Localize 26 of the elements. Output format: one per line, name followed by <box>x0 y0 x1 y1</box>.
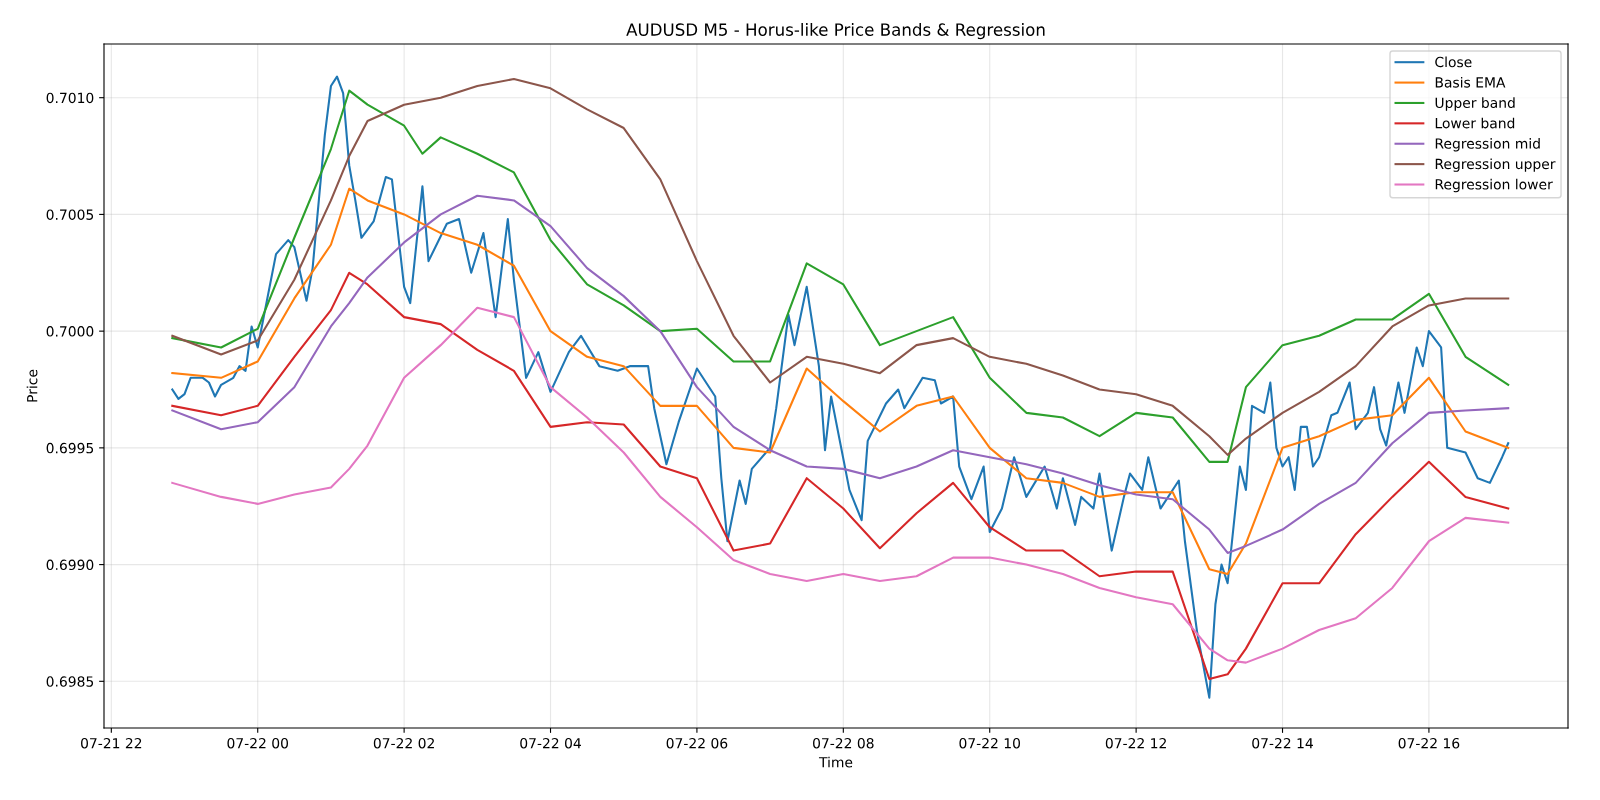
x-tick-label: 07-21 22 <box>81 737 142 749</box>
y-tick-label: 0.6995 <box>46 442 94 454</box>
x-tick-label: 07-22 04 <box>520 737 581 749</box>
x-tick-label: 07-22 00 <box>227 737 289 749</box>
y-tick-label: 0.6985 <box>46 676 94 687</box>
y-tick-label: 0.7000 <box>46 326 94 337</box>
legend-label: Regression lower <box>1435 178 1553 193</box>
y-tick-label: 0.7010 <box>46 92 94 104</box>
x-tick-label: 07-22 06 <box>666 737 728 749</box>
y-tick-label: 0.7005 <box>46 209 94 220</box>
x-tick-label: 07-22 02 <box>373 737 434 749</box>
legend-label: Lower band <box>1435 117 1515 129</box>
x-tick-label: 07-22 08 <box>813 737 874 749</box>
x-tick-label: 07-22 10 <box>959 737 1021 749</box>
y-axis-title: Price <box>26 369 38 402</box>
chart-title: AUDUSD M5 - Horus-like Price Bands & Regression <box>626 23 1045 40</box>
legend-label: Regression upper <box>1435 158 1556 172</box>
legend-label: Regression mid <box>1435 138 1540 152</box>
legend-label: Close <box>1435 56 1472 68</box>
x-tick-label: 07-22 14 <box>1252 737 1313 749</box>
x-tick-label: 07-22 16 <box>1398 737 1460 749</box>
x-tick-label: 07-22 12 <box>1105 737 1166 749</box>
x-axis-title: Time <box>818 756 853 768</box>
y-tick-label: 0.6990 <box>46 559 94 571</box>
legend-label: Upper band <box>1435 97 1515 111</box>
legend-label: Basis EMA <box>1435 76 1506 88</box>
